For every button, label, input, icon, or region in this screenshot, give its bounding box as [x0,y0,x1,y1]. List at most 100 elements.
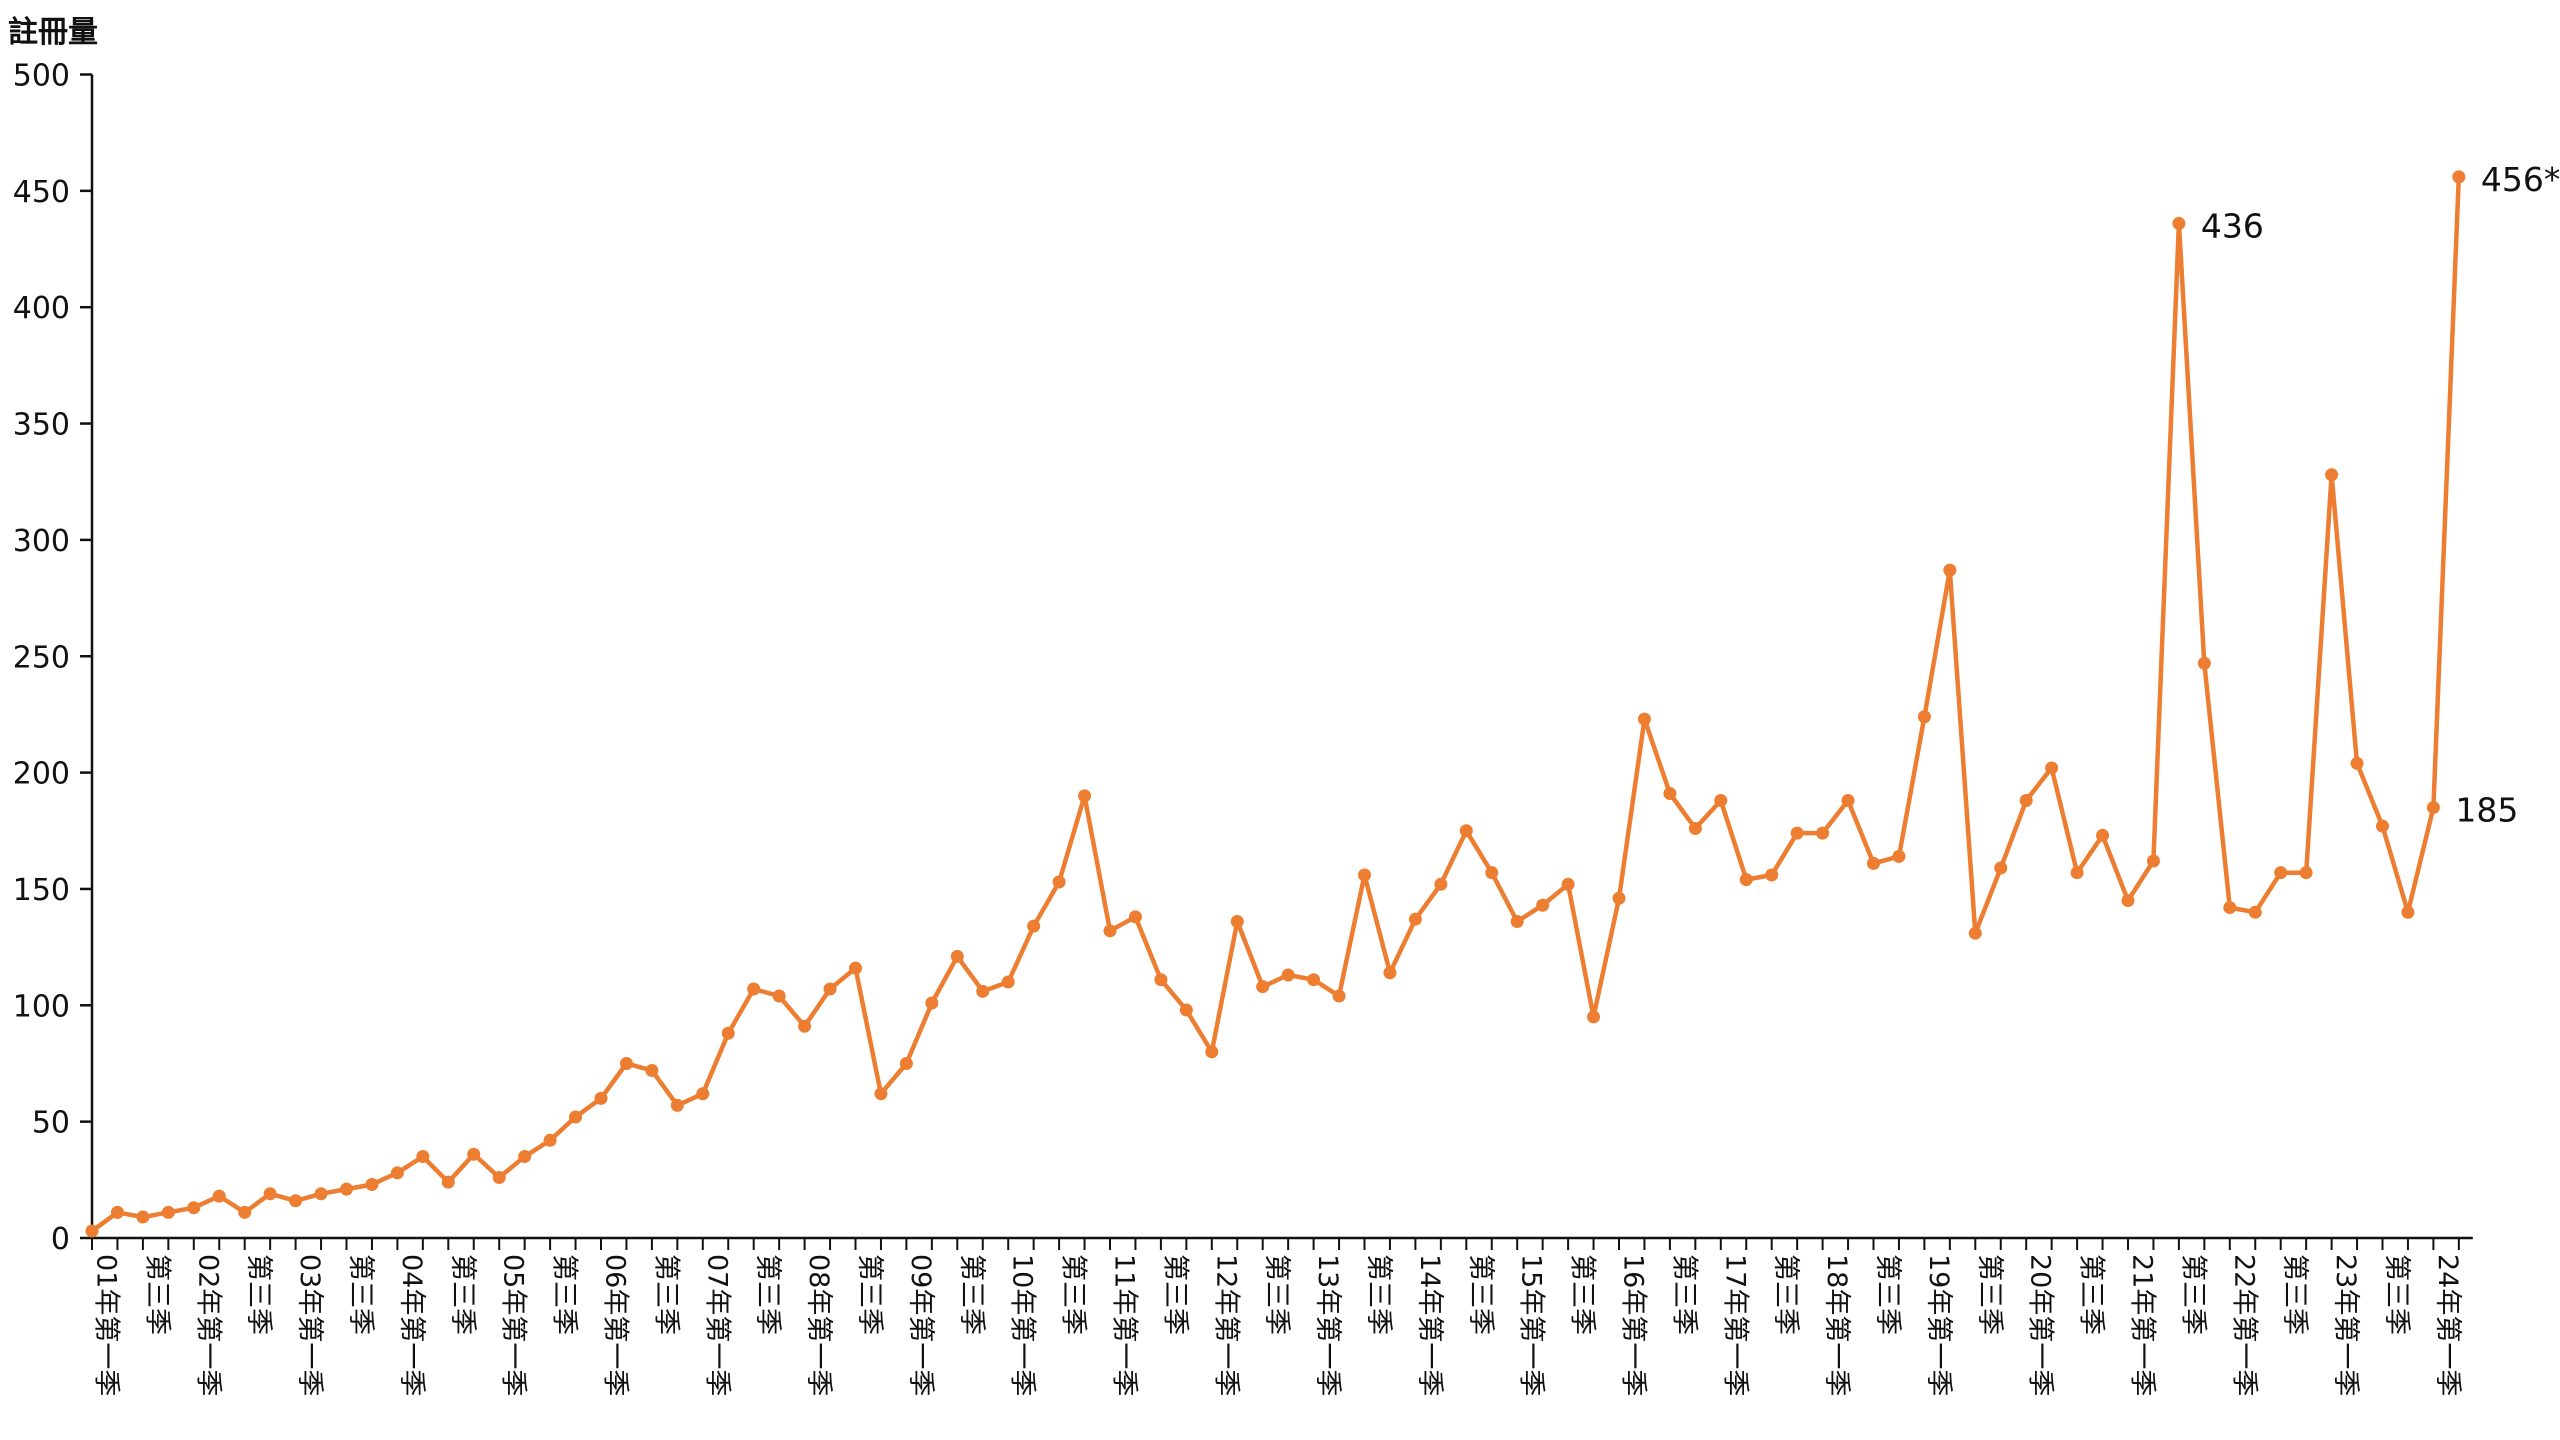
data-point [518,1150,532,1164]
x-tick-label: 第三季 [1974,1254,2005,1335]
data-point [416,1150,430,1164]
data-point [1816,826,1830,840]
y-tick-label: 300 [13,524,70,559]
data-point [1078,789,1092,803]
data-point [747,982,761,996]
x-tick-label: 第三季 [1872,1254,1903,1335]
data-point [2045,761,2059,775]
data-point [1128,910,1142,924]
data-point [1459,824,1473,838]
data-point [2172,216,2186,230]
x-tick-label: 20年第一季 [2025,1254,2056,1396]
x-tick-label: 第三季 [1770,1254,1801,1335]
data-point [1739,873,1753,887]
data-point [2070,866,2084,880]
x-tick-label: 13年第一季 [1312,1254,1343,1396]
data-point [2350,756,2364,770]
y-ticks: 0 50 100 150 200 250 300 350 400 450 500 [13,59,92,1257]
data-label: 456* [2481,160,2560,199]
x-tick-label: 05年第一季 [498,1254,529,1396]
data-point [1256,980,1270,994]
data-point [1230,915,1244,929]
data-point [1688,821,1702,835]
x-tick-label: 第三季 [2076,1254,2107,1335]
x-tick-label: 11年第一季 [1109,1254,1140,1396]
data-point [2197,656,2211,670]
y-tick-label: 100 [13,989,70,1024]
data-point [1536,898,1550,912]
data-point [1485,866,1499,880]
x-tick-label: 09年第一季 [905,1254,936,1396]
y-tick-label: 400 [13,291,70,326]
data-point [110,1205,124,1219]
x-tick-label: 15年第一季 [1516,1254,1547,1396]
y-tick-label: 50 [32,1106,70,1141]
data-point [1663,787,1677,801]
data-point [1103,924,1117,938]
data-point [1001,975,1015,989]
data-point [1510,915,1524,929]
data-point [874,1087,888,1101]
x-tick-label: 22年第一季 [2228,1254,2259,1396]
data-point [670,1098,684,1112]
data-point [696,1087,710,1101]
data-point [1434,877,1448,891]
data-point [1281,968,1295,982]
x-tick-label: 01年第一季 [91,1254,122,1396]
x-tick-label: 第三季 [1058,1254,1089,1335]
x-tick-label: 17年第一季 [1719,1254,1750,1396]
series-line [89,174,2462,1234]
x-tick-label: 第三季 [1668,1254,1699,1335]
data-point [645,1063,659,1077]
data-point [1205,1045,1219,1059]
data-point [1358,868,1371,882]
x-tick-label: 23年第一季 [2330,1254,2361,1396]
x-tick-label: 第三季 [1465,1254,1496,1335]
data-point [619,1056,633,1070]
data-point [950,949,964,963]
data-point [2376,819,2389,833]
y-tick-label: 450 [13,175,70,210]
x-tick-label: 第三季 [447,1254,478,1335]
x-tick-label: 第三季 [1363,1254,1394,1335]
data-point [925,996,939,1010]
y-tick-label: 500 [13,59,70,94]
data-point [314,1187,328,1201]
annotation-layer: 436 185 456* [2201,160,2560,830]
x-tick-label: 19年第一季 [1923,1254,1954,1396]
data-point [1587,1010,1601,1024]
data-point [823,982,837,996]
data-point [2223,901,2237,915]
data-point [340,1182,353,1196]
x-tick-label: 第三季 [345,1254,376,1335]
x-tick-label: 18年第一季 [1821,1254,1852,1396]
data-point [2325,468,2339,482]
x-tick-label: 第三季 [2381,1254,2412,1335]
data-point [772,989,786,1003]
x-tick-label: 02年第一季 [192,1254,223,1396]
data-point [849,961,862,975]
data-point [594,1091,608,1105]
data-point [1612,891,1626,905]
data-label: 185 [2455,791,2518,830]
x-tick-label: 第三季 [1261,1254,1292,1335]
x-tick-label: 第三季 [243,1254,274,1335]
data-point [441,1175,455,1189]
data-point [1917,710,1931,724]
y-axis-label: 註冊量 [8,15,98,50]
data-point [1027,919,1041,933]
data-point [721,1026,735,1040]
data-point [2019,794,2033,808]
x-tick-label: 12年第一季 [1210,1254,1241,1396]
data-point [1841,794,1855,808]
x-tick-label: 04年第一季 [396,1254,427,1396]
data-point [2096,828,2110,842]
data-point [2146,854,2160,868]
data-point [1765,868,1779,882]
x-tick-label: 第三季 [752,1254,783,1335]
data-point [1307,973,1321,987]
data-point [263,1187,277,1201]
data-point [1943,563,1957,577]
data-point [1561,877,1575,891]
